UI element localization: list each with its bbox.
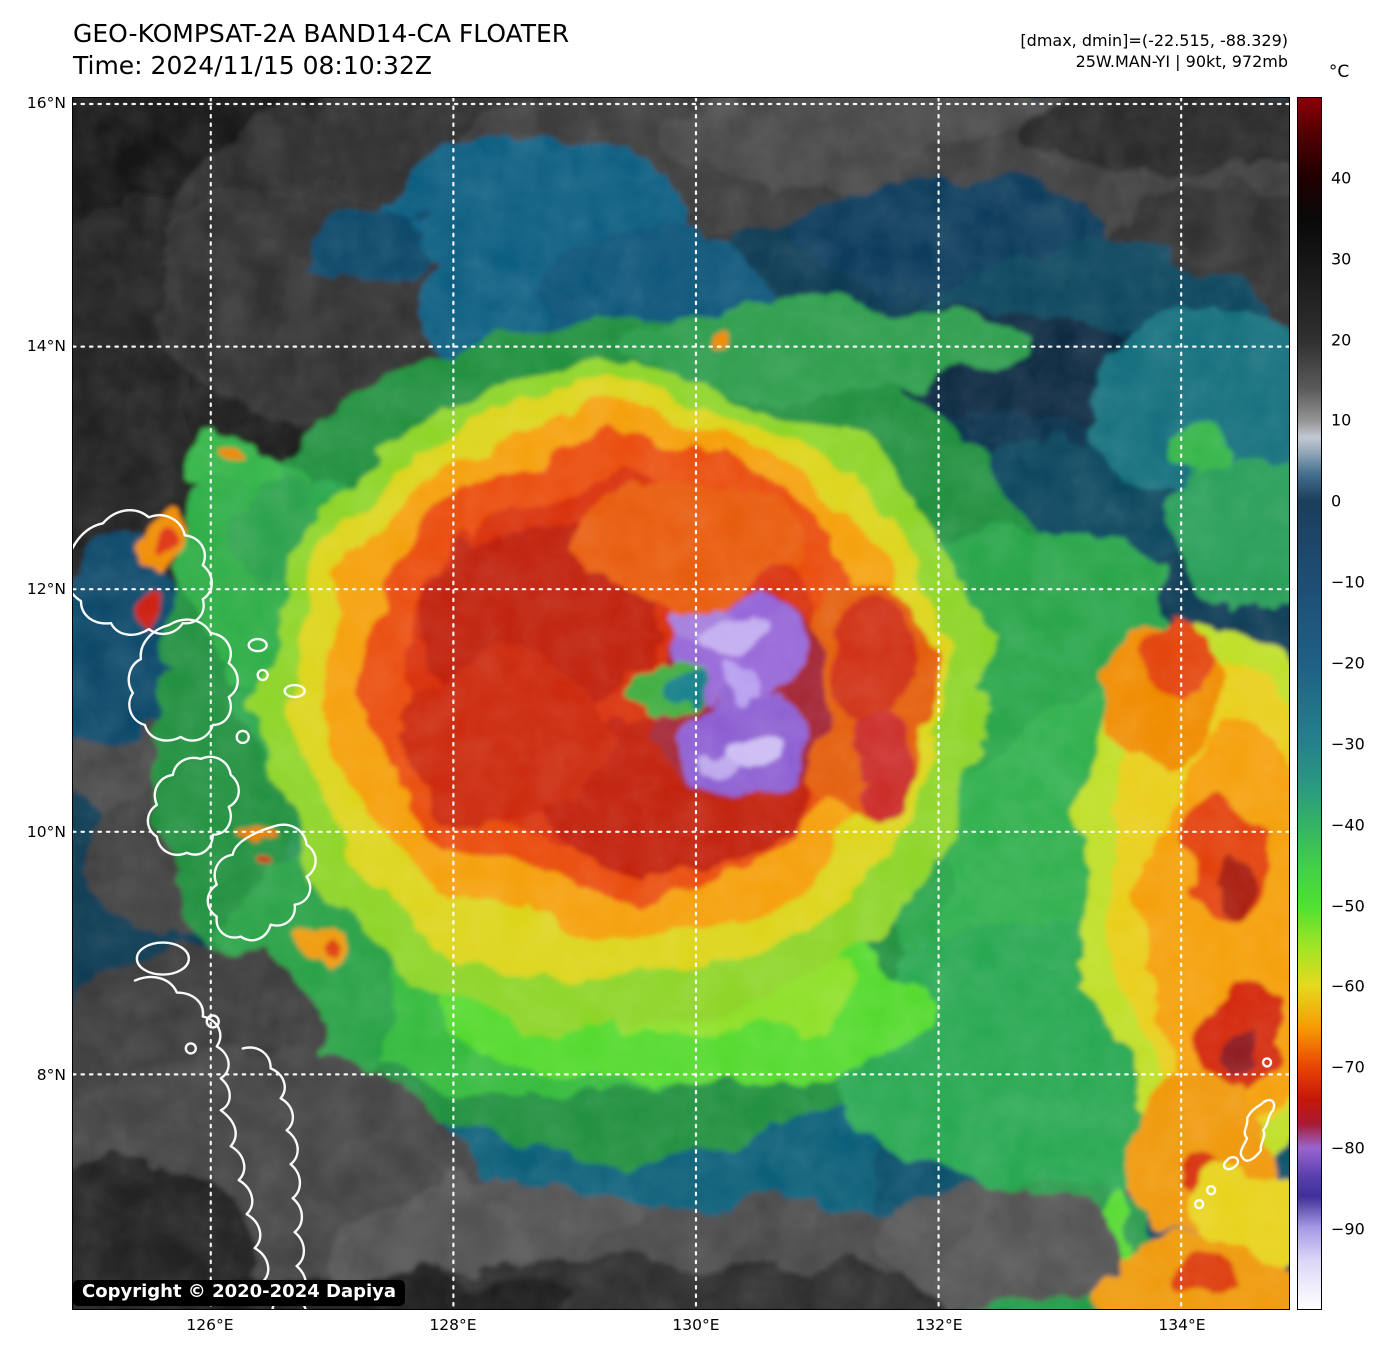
colorbar-gradient [1297,97,1322,1310]
graticule-gridlines [73,98,1289,1309]
colorbar-tick: −90 [1331,1219,1365,1239]
header-right: [dmax, dmin]=(-22.515, -88.329) 25W.MAN-… [1020,30,1288,72]
colorbar-tick: −80 [1331,1138,1365,1158]
colorbar-tick: −70 [1331,1057,1365,1077]
colorbar-tick: −40 [1331,815,1365,835]
colorbar-tick: 0 [1331,491,1342,511]
satellite-image [73,98,1289,1309]
storm-info: 25W.MAN-YI | 90kt, 972mb [1075,52,1288,71]
lon-label-130e: 130°E [672,1316,720,1334]
lat-label-14n: 14°N [26,337,66,355]
colorbar-unit: °C [1328,62,1350,82]
lon-label-128e: 128°E [429,1316,477,1334]
dmax-dmin-readout: [dmax, dmin]=(-22.515, -88.329) [1020,31,1288,50]
lon-label-132e: 132°E [915,1316,963,1334]
timestamp: Time: 2024/11/15 08:10:32Z [73,51,432,80]
satellite-map [72,97,1290,1310]
lon-label-126e: 126°E [186,1316,234,1334]
copyright-badge: Copyright © 2020-2024 Dapiya [73,1280,406,1306]
cloud-texture-overlay [73,98,1289,1309]
colorbar-tick: −60 [1331,976,1365,996]
colorbar-tick: −10 [1331,572,1365,592]
lat-label-8n: 8°N [36,1066,66,1084]
colorbar-tick: −30 [1331,734,1365,754]
lat-label-10n: 10°N [26,823,66,841]
colorbar-tick: −50 [1331,896,1365,916]
colorbar-tick: 40 [1331,168,1352,188]
lat-label-12n: 12°N [26,580,66,598]
page-title: GEO-KOMPSAT-2A BAND14-CA FLOATER [73,19,570,48]
colorbar-tick: 10 [1331,410,1352,430]
lat-label-16n: 16°N [26,94,66,112]
colorbar-tick: 30 [1331,249,1352,269]
colorbar-tick: 20 [1331,330,1352,350]
palau-islands [1193,1057,1276,1210]
colorbar-tick: −20 [1331,653,1365,673]
lon-label-134e: 134°E [1158,1316,1206,1334]
header: GEO-KOMPSAT-2A BAND14-CA FLOATER Time: 2… [73,18,569,82]
